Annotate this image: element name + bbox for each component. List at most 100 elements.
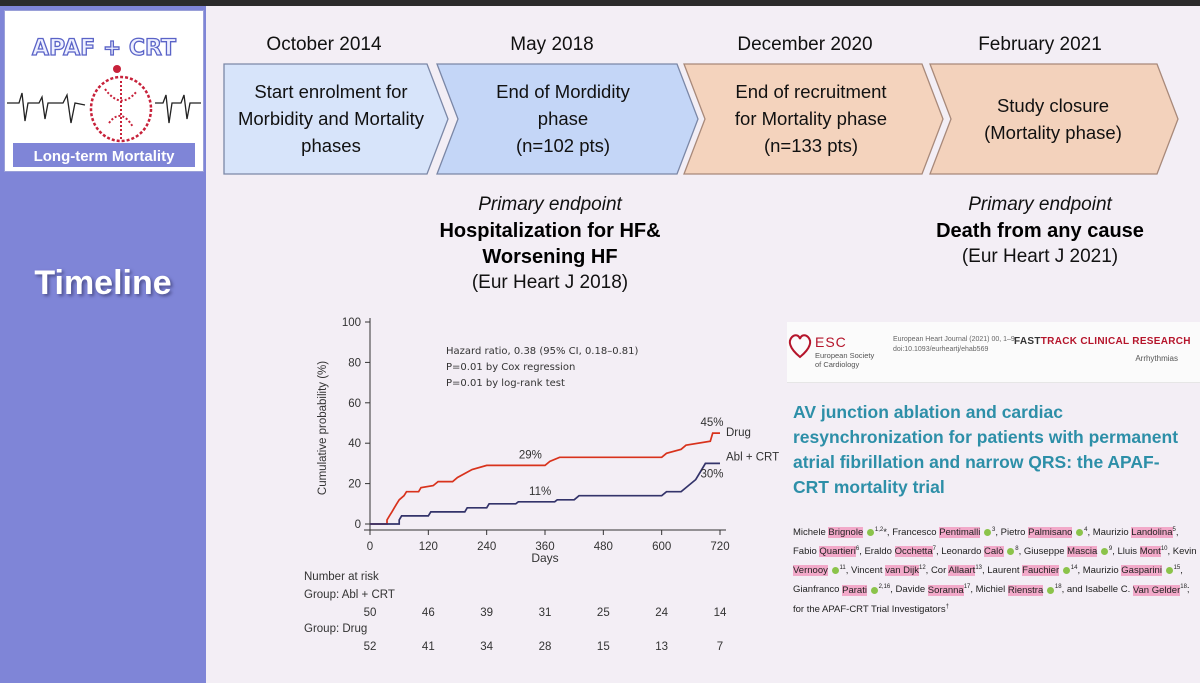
risk-value: 14: [713, 607, 727, 619]
series-name: Drug: [726, 427, 751, 439]
x-tick-label: 240: [477, 541, 496, 553]
date-3: December 2020: [737, 34, 873, 55]
series-line-abl-crt: [370, 462, 720, 525]
risk-value: 34: [480, 641, 494, 653]
y-tick-label: 80: [348, 357, 361, 369]
endpoint-left-title-1: Hospitalization for HF&: [439, 220, 661, 242]
step-3-line-3: (n=133 pts): [763, 135, 859, 156]
date-4: February 2021: [978, 34, 1102, 55]
logo-title: APAF + CRT: [32, 36, 176, 61]
timeline-step-2-text: End of Mordidity phase (n=102 pts): [468, 78, 658, 159]
risk-value: 13: [655, 641, 669, 653]
y-tick-label: 20: [348, 479, 361, 491]
risk-value: 41: [421, 641, 435, 653]
mid-value-label: 29%: [519, 449, 542, 461]
risk-value: 24: [655, 607, 669, 619]
mid-value-label: 11%: [529, 486, 551, 498]
fasttrack-b: TRACK CLINICAL RESEARCH: [1040, 336, 1191, 347]
timeline-step-4-shape: [929, 63, 1179, 175]
sidebar: APAF + CRT Long-term Mortality Timeline: [0, 6, 206, 683]
y-tick-label: 0: [355, 519, 361, 531]
journal-ref-2: doi:10.1093/eurheartj/ehab569: [893, 346, 989, 353]
x-tick-label: 360: [535, 541, 554, 553]
logo-graphic: APAF + CRT Long-term Mortality: [7, 35, 201, 167]
endpoint-left-ref: (Eur Heart J 2018): [471, 272, 629, 293]
heart-icon: [89, 75, 153, 143]
endpoint-left-label: Primary endpoint: [478, 194, 622, 215]
timeline-step-1-text: Start enrolment for Morbidity and Mortal…: [236, 78, 426, 159]
risk-group-2-label: Group: Drug: [304, 623, 368, 635]
fasttrack-label: FASTTRACK CLINICAL RESEARCH: [1014, 336, 1191, 347]
step-1-line-3: phases: [301, 135, 361, 156]
paper-excerpt: ESC European Society of Cardiology Europ…: [787, 322, 1200, 662]
step-3-line-2: for Mortality phase: [734, 108, 888, 129]
y-axis-label: Cumulative probability (%): [317, 361, 329, 495]
fasttrack-a: FAST: [1014, 336, 1041, 347]
timeline-step-2-shape: [436, 63, 699, 175]
step-2-line-3: (n=102 pts): [515, 135, 611, 156]
sidebar-title: Timeline: [34, 264, 172, 302]
end-value-label: 45%: [700, 417, 723, 429]
x-tick-label: 0: [367, 541, 373, 553]
step-4-line-1: Study closure: [996, 95, 1110, 116]
window-top-bar: [0, 0, 1200, 6]
primary-endpoint-left: Primary endpoint Hospitalization for HF&…: [400, 192, 700, 296]
x-tick-label: 600: [652, 541, 671, 553]
esc-sub-1: European Society: [815, 351, 875, 360]
esc-heart-icon: [788, 334, 812, 359]
step-1-line-2: Morbidity and Mortality: [237, 108, 425, 129]
date-2: May 2018: [510, 34, 594, 55]
risk-value: 46: [421, 607, 435, 619]
esc-subtitle: European Society of Cardiology: [815, 351, 874, 369]
step-1-line-1: Start enrolment for: [254, 81, 408, 102]
risk-value: 25: [596, 607, 610, 619]
risk-value: 39: [480, 607, 494, 619]
logo-subtitle: Long-term Mortality: [34, 148, 175, 165]
ecg-trace-right: [155, 94, 201, 124]
annotation-2: P=0.01 by Cox regression: [446, 362, 575, 373]
x-tick-label: 120: [419, 541, 438, 553]
x-axis-label: Days: [531, 551, 558, 565]
step-3-line-1: End of recruitment: [735, 81, 887, 102]
y-tick-label: 40: [348, 438, 361, 450]
annotation-1: Hazard ratio, 0.38 (95% CI, 0.18–0.81): [446, 346, 638, 357]
risk-value: 15: [596, 641, 610, 653]
risk-value: 52: [363, 641, 377, 653]
series-line-drug: [370, 432, 720, 525]
series-name: Abl + CRT: [726, 451, 779, 463]
risk-value: 7: [716, 641, 724, 653]
apaf-crt-logo: APAF + CRT Long-term Mortality: [4, 10, 204, 172]
risk-value: 50: [363, 607, 377, 619]
step-4-line-2: (Mortality phase): [984, 122, 1122, 143]
risk-value: 31: [538, 607, 552, 619]
journal-ref: European Heart Journal (2021) 00, 1–9 do…: [893, 335, 1015, 355]
y-tick-label: 100: [342, 317, 361, 329]
paper-header: ESC European Society of Cardiology Europ…: [787, 322, 1200, 383]
paper-authors: Michele Brignole 1,2*, Francesco Pentima…: [793, 527, 1197, 615]
x-tick-label: 480: [594, 541, 613, 553]
esc-name: ESC: [815, 334, 847, 350]
timeline-step-1-shape: [223, 63, 449, 175]
date-1: October 2014: [266, 34, 382, 55]
timeline-arrows: [223, 63, 1179, 175]
annotation-3: P=0.01 by log-rank test: [446, 378, 565, 389]
timeline-step-3-shape: [683, 63, 944, 175]
authors-trailer: ; for the APAF-CRT Trial Investigators: [793, 584, 1190, 615]
endpoint-right-ref: (Eur Heart J 2021): [961, 246, 1119, 267]
endpoint-right-title: Death from any cause: [936, 220, 1144, 242]
x-tick-label: 720: [710, 541, 729, 553]
slide: APAF + CRT Long-term Mortality Timeline …: [0, 6, 1200, 683]
paper-title: AV junction ablation and cardiac resynch…: [793, 402, 1179, 497]
risk-table-title: Number at risk: [304, 571, 379, 583]
risk-value: 28: [538, 641, 552, 653]
primary-endpoint-right: Primary endpoint Death from any cause (E…: [925, 192, 1155, 270]
step-2-line-2: phase: [537, 108, 589, 129]
ecg-trace: [7, 92, 86, 124]
section-label: Arrhythmias: [1135, 354, 1178, 363]
risk-group-1-label: Group: Abl + CRT: [304, 589, 395, 601]
chart-axes: 0 20 40 60 80 100 0 120 240 360 480 600 720: [342, 317, 730, 553]
step-2-line-1: End of Mordidity: [496, 81, 630, 102]
esc-sub-2: of Cardiology: [815, 360, 860, 369]
